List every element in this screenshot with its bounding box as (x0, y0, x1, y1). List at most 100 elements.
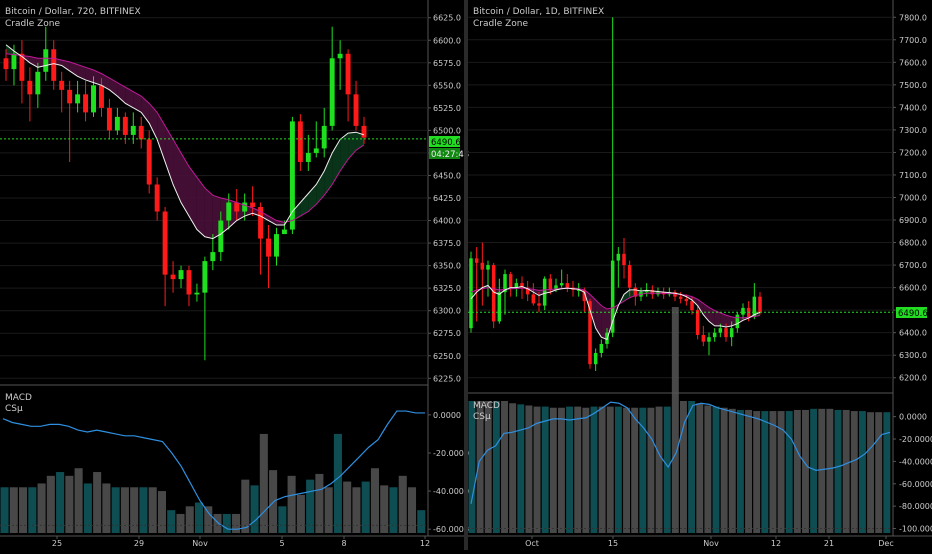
candle-body[interactable] (289, 121, 295, 230)
candle-body[interactable] (218, 220, 224, 253)
candle-body[interactable] (735, 314, 740, 329)
candle-body[interactable] (684, 298, 689, 302)
right-chart-pane[interactable]: 0.0000 -20.0000 -40.0000 -60.0000 -80.0000 -1… (468, 0, 932, 548)
candle-body[interactable] (542, 278, 547, 306)
candle-body[interactable] (486, 265, 490, 270)
candle-body[interactable] (627, 265, 632, 288)
candle-body[interactable] (226, 202, 232, 221)
candle-body[interactable] (520, 283, 524, 288)
candle-body[interactable] (114, 116, 120, 131)
candle-body[interactable] (91, 85, 96, 113)
candle-body[interactable] (554, 285, 558, 290)
candle-body[interactable] (497, 292, 502, 322)
candle-body[interactable] (718, 328, 723, 333)
candle-body[interactable] (361, 125, 367, 138)
candle-body[interactable] (19, 53, 25, 81)
candle-body[interactable] (531, 294, 536, 304)
candle-body[interactable] (194, 292, 200, 295)
candle-body[interactable] (202, 261, 208, 293)
candle-body[interactable] (724, 328, 728, 338)
candle-body[interactable] (67, 89, 73, 104)
candle-body[interactable] (673, 292, 677, 297)
candle-body[interactable] (650, 289, 655, 295)
candle-body[interactable] (622, 253, 626, 266)
candle-body[interactable] (644, 289, 649, 293)
candle-body[interactable] (695, 310, 700, 335)
candle-body[interactable] (610, 260, 615, 333)
candle-body[interactable] (258, 207, 264, 239)
candle-body[interactable] (250, 202, 256, 208)
pane-divider[interactable] (464, 0, 468, 550)
candle-body[interactable] (508, 274, 513, 288)
candle-body[interactable] (162, 211, 168, 275)
candle-body[interactable] (548, 278, 553, 290)
candle-body[interactable] (234, 202, 240, 212)
candle-body[interactable] (51, 49, 57, 81)
right-macd-pane[interactable]: 0.0000 -20.0000 -40.0000 -60.0000 -80.0000 -1… (468, 307, 932, 534)
candle-body[interactable] (690, 301, 694, 311)
candle-body[interactable] (210, 252, 216, 262)
candle-body[interactable] (588, 301, 592, 365)
candle-body[interactable] (83, 94, 89, 113)
candle-body[interactable] (35, 71, 41, 95)
candle-body[interactable] (242, 202, 248, 212)
candle-body[interactable] (758, 296, 762, 313)
candle-body[interactable] (537, 303, 541, 306)
candle-body[interactable] (27, 80, 33, 95)
candle-body[interactable] (514, 283, 519, 288)
candle-body[interactable] (576, 289, 581, 291)
candle-body[interactable] (170, 274, 176, 280)
candle-body[interactable] (106, 107, 112, 131)
candle-body[interactable] (678, 296, 683, 299)
candle-body[interactable] (752, 296, 757, 317)
candle-body[interactable] (305, 152, 311, 162)
candle-body[interactable] (474, 258, 479, 263)
candle-body[interactable] (146, 139, 152, 185)
candle-body[interactable] (178, 270, 184, 280)
candle-body[interactable] (274, 234, 279, 257)
candle-body[interactable] (266, 238, 271, 257)
candle-body[interactable] (313, 148, 319, 153)
candle-body[interactable] (99, 85, 104, 108)
candle-body[interactable] (3, 58, 9, 70)
candle-body[interactable] (59, 80, 65, 90)
candle-body[interactable] (616, 253, 621, 261)
right-candles[interactable] (469, 17, 762, 371)
candle-body[interactable] (707, 337, 711, 342)
candle-body[interactable] (130, 125, 136, 135)
candle-body[interactable] (337, 53, 343, 59)
candle-body[interactable] (729, 328, 734, 338)
candle-body[interactable] (138, 125, 144, 140)
candle-body[interactable] (559, 283, 564, 286)
candle-body[interactable] (122, 116, 128, 135)
candle-body[interactable] (712, 332, 717, 338)
candle-body[interactable] (701, 334, 706, 342)
candle-body[interactable] (345, 53, 351, 95)
left-candles[interactable] (3, 26, 367, 361)
candle-body[interactable] (75, 94, 81, 104)
candle-body[interactable] (469, 258, 473, 329)
candle-body[interactable] (43, 49, 49, 72)
candle-body[interactable] (741, 307, 745, 315)
candle-body[interactable] (154, 184, 160, 212)
candle-body[interactable] (297, 121, 303, 162)
candle-body[interactable] (491, 265, 496, 322)
candle-body[interactable] (633, 287, 638, 297)
right-time-axis[interactable]: Oct 15 Nov 12 21 Dec (525, 536, 894, 548)
candle-body[interactable] (593, 352, 598, 365)
candle-body[interactable] (565, 283, 570, 288)
left-chart-pane[interactable]: 0.0000 -20.0000 -40.0000 -60.0000 6625.0 660… (0, 0, 469, 548)
candle-body[interactable] (582, 289, 587, 302)
candle-body[interactable] (503, 274, 507, 293)
candle-body[interactable] (321, 125, 327, 149)
candle-body[interactable] (525, 287, 530, 295)
candle-body[interactable] (11, 53, 17, 70)
candle-body[interactable] (480, 262, 485, 270)
candle-body[interactable] (353, 94, 359, 126)
candle-body[interactable] (599, 343, 604, 353)
left-time-axis[interactable]: 25 29 Nov 5 8 12 (52, 536, 430, 548)
candle-body[interactable] (329, 58, 335, 126)
left-macd-pane[interactable]: 0.0000 -20.0000 -40.0000 -60.0000 (0, 410, 469, 534)
candle-body[interactable] (186, 270, 192, 295)
candle-body[interactable] (281, 229, 287, 235)
